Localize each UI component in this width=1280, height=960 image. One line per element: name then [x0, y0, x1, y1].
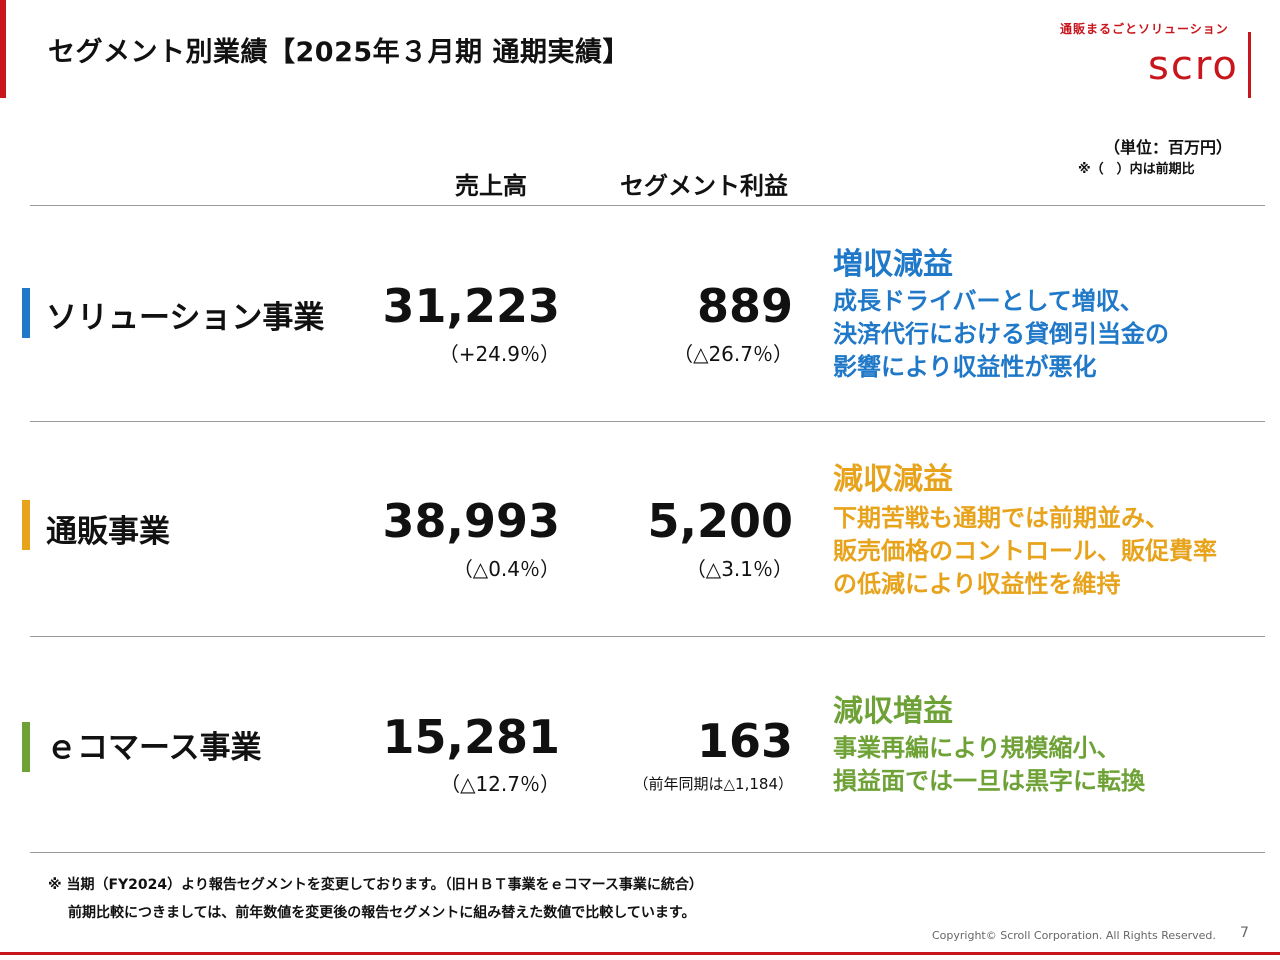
- column-header-sales: 売上高: [455, 172, 527, 200]
- page-number: 7: [1240, 925, 1249, 941]
- segment-verdict: 減収増益: [833, 694, 953, 729]
- description-line: 販売価格のコントロール、販促費率: [833, 537, 1217, 565]
- logo-tagline: 通販まるごとソリューション: [1060, 22, 1229, 36]
- description-line: 影響により収益性が悪化: [833, 353, 1097, 381]
- profit-change: （△26.7％）: [673, 342, 793, 366]
- profit-change: （△3.1％）: [685, 557, 793, 581]
- segment-verdict: 減収減益: [833, 462, 953, 497]
- segment-name: 通販事業: [46, 514, 170, 550]
- company-logo: 通販まるごとソリューション scro: [1060, 20, 1260, 100]
- description-line: 成長ドライバーとして増収、: [833, 287, 1144, 315]
- page-title: セグメント別業績【2025年３月期 通期実績】: [48, 37, 631, 68]
- footnote-line: ※ 当期（FY2024）より報告セグメントを変更しております。（旧ＨＢＴ事業をｅ…: [48, 877, 703, 893]
- divider: [30, 421, 1265, 422]
- segment-description: 成長ドライバーとして増収、 決済代行における貸倒引当金の 影響により収益性が悪化: [833, 285, 1169, 384]
- divider: [30, 205, 1265, 206]
- segment-name: ｅコマース事業: [46, 730, 262, 766]
- description-line: 下期苦戦も通期では前期並み、: [833, 504, 1169, 532]
- profit-value: 889: [696, 279, 793, 333]
- segment-marker: [22, 500, 30, 550]
- prior-period-note: ※（ ）内は前期比: [1078, 162, 1195, 177]
- sales-change: （+24.9％）: [438, 342, 560, 366]
- segment-name: ソリューション事業: [46, 300, 325, 336]
- sales-change: （△0.4％）: [452, 557, 560, 581]
- segment-marker: [22, 722, 30, 772]
- left-accent-bar: [0, 0, 6, 98]
- description-line: 事業再編により規模縮小、: [833, 734, 1121, 762]
- sales-value: 38,993: [382, 494, 560, 548]
- profit-change: （前年同期は△1,184）: [633, 775, 793, 793]
- bottom-accent-line: [0, 952, 1280, 955]
- column-header-profit: セグメント利益: [620, 172, 788, 200]
- sales-change: （△12.7％）: [440, 772, 560, 796]
- profit-value: 163: [696, 714, 793, 768]
- description-line: 損益面では一旦は黒字に転換: [833, 767, 1145, 795]
- sales-value: 31,223: [382, 279, 560, 333]
- unit-note: （単位：百万円）: [1104, 138, 1233, 157]
- divider: [30, 852, 1265, 853]
- sales-value: 15,281: [382, 710, 560, 764]
- segment-marker: [22, 288, 30, 338]
- divider: [30, 636, 1265, 637]
- copyright: Copyright© Scroll Corporation. All Right…: [932, 929, 1216, 942]
- description-line: の低減により収益性を維持: [833, 570, 1121, 598]
- footnote-line: 前期比較につきましては、前年数値を変更後の報告セグメントに組み替えた数値で比較し…: [68, 905, 696, 921]
- logo-l-bar: [1248, 32, 1251, 98]
- segment-description: 事業再編により規模縮小、 損益面では一旦は黒字に転換: [833, 732, 1145, 798]
- segment-verdict: 増収減益: [833, 247, 953, 282]
- segment-description: 下期苦戦も通期では前期並み、 販売価格のコントロール、販促費率 の低減により収益…: [833, 502, 1217, 601]
- profit-value: 5,200: [647, 494, 793, 548]
- logo-wordmark: scro: [1148, 43, 1239, 89]
- description-line: 決済代行における貸倒引当金の: [833, 320, 1169, 348]
